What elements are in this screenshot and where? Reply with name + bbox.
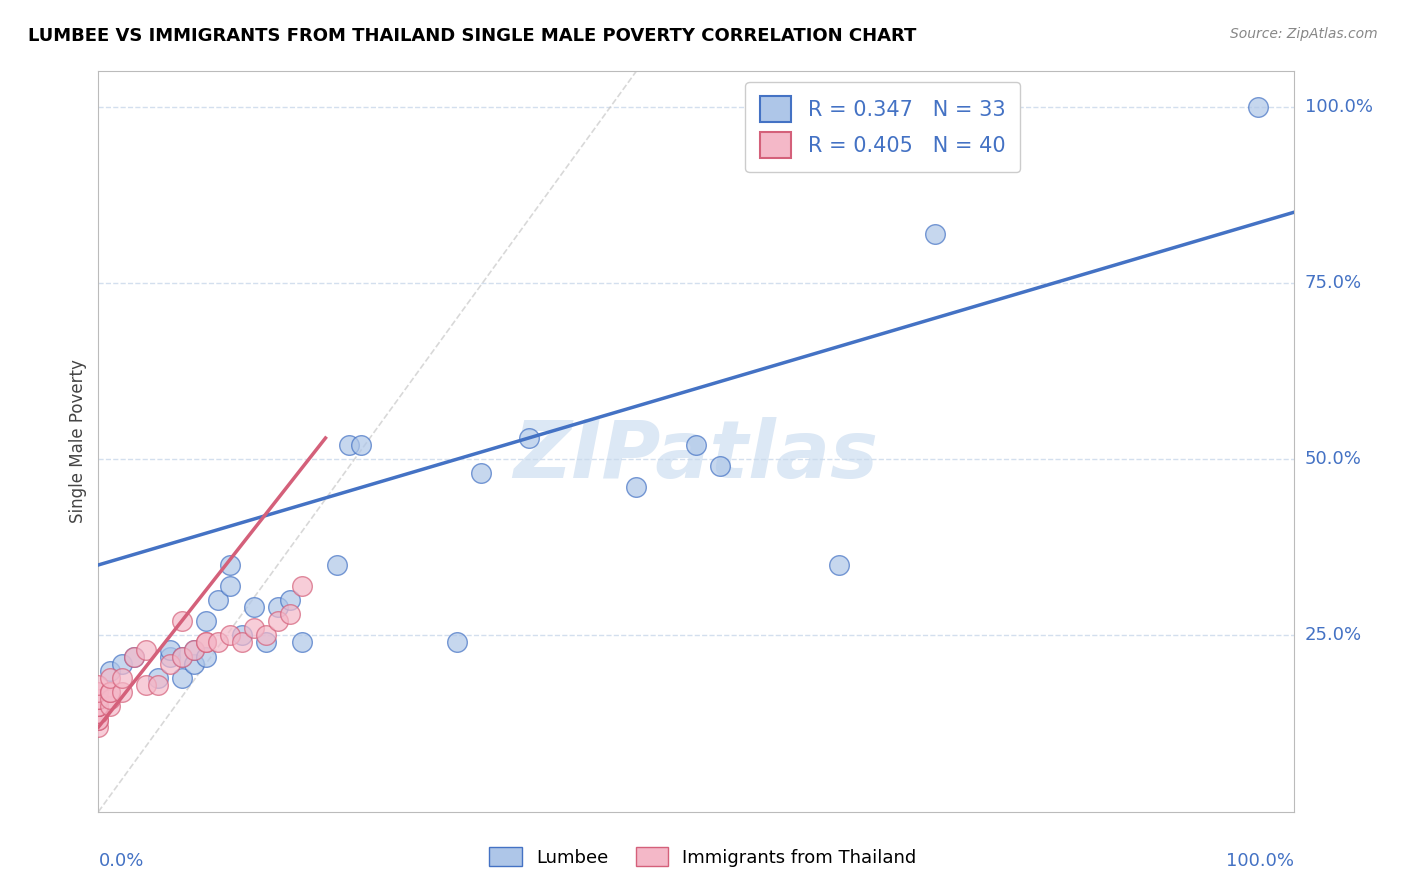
Point [87, 713, 110, 727]
Legend: Lumbee, Immigrants from Thailand: Lumbee, Immigrants from Thailand [482, 840, 924, 874]
Point [87, 692, 110, 706]
Point [87, 706, 110, 720]
Point [254, 635, 277, 649]
Point [159, 642, 181, 657]
Point [195, 635, 218, 649]
Point [254, 628, 277, 642]
Point [446, 635, 468, 649]
Point [828, 558, 851, 572]
Point [231, 628, 253, 642]
Point [87, 692, 110, 706]
Point [183, 642, 205, 657]
Point [219, 579, 242, 593]
Point [98, 685, 122, 699]
Point [111, 671, 134, 685]
Text: 75.0%: 75.0% [1305, 274, 1362, 292]
Point [172, 615, 194, 629]
Point [195, 649, 218, 664]
Point [183, 657, 205, 671]
Point [326, 558, 349, 572]
Text: LUMBEE VS IMMIGRANTS FROM THAILAND SINGLE MALE POVERTY CORRELATION CHART: LUMBEE VS IMMIGRANTS FROM THAILAND SINGL… [28, 27, 917, 45]
Point [172, 649, 194, 664]
Point [87, 720, 110, 734]
Text: Source: ZipAtlas.com: Source: ZipAtlas.com [1230, 27, 1378, 41]
Point [87, 713, 110, 727]
Point [195, 635, 218, 649]
Text: ZIPatlas: ZIPatlas [513, 417, 879, 495]
Point [709, 459, 731, 474]
Point [267, 600, 290, 615]
Point [207, 593, 229, 607]
Point [291, 579, 314, 593]
Point [267, 615, 290, 629]
Point [470, 467, 492, 481]
Point [183, 642, 205, 657]
Point [87, 698, 110, 713]
Point [87, 698, 110, 713]
Point [278, 593, 301, 607]
Point [124, 649, 146, 664]
Legend: R = 0.347   N = 33, R = 0.405   N = 40: R = 0.347 N = 33, R = 0.405 N = 40 [745, 82, 1021, 172]
Point [517, 431, 540, 445]
Point [111, 685, 134, 699]
Point [278, 607, 301, 622]
Point [98, 671, 122, 685]
Point [135, 642, 157, 657]
Point [195, 615, 218, 629]
Point [1247, 100, 1270, 114]
Text: 25.0%: 25.0% [1305, 626, 1362, 644]
Point [172, 671, 194, 685]
Point [243, 621, 266, 635]
Point [87, 706, 110, 720]
Text: 0.0%: 0.0% [98, 853, 143, 871]
Point [87, 698, 110, 713]
Point [87, 678, 110, 692]
Point [87, 698, 110, 713]
Point [350, 438, 373, 452]
Point [98, 692, 122, 706]
Point [339, 438, 361, 452]
Point [172, 649, 194, 664]
Point [159, 649, 181, 664]
Point [124, 649, 146, 664]
Point [98, 685, 122, 699]
Point [135, 678, 157, 692]
Point [98, 698, 122, 713]
Point [219, 628, 242, 642]
Point [219, 558, 242, 572]
Point [626, 480, 648, 494]
Point [685, 438, 707, 452]
Point [87, 706, 110, 720]
Point [111, 657, 134, 671]
Point [231, 635, 253, 649]
Point [207, 635, 229, 649]
Point [159, 657, 181, 671]
Point [243, 600, 266, 615]
Point [291, 635, 314, 649]
Point [87, 685, 110, 699]
Point [148, 671, 170, 685]
Point [87, 692, 110, 706]
Y-axis label: Single Male Poverty: Single Male Poverty [69, 359, 87, 524]
Point [924, 227, 946, 241]
Point [148, 678, 170, 692]
Point [98, 664, 122, 678]
Text: 100.0%: 100.0% [1226, 853, 1294, 871]
Text: 100.0%: 100.0% [1305, 97, 1372, 116]
Text: 50.0%: 50.0% [1305, 450, 1361, 468]
